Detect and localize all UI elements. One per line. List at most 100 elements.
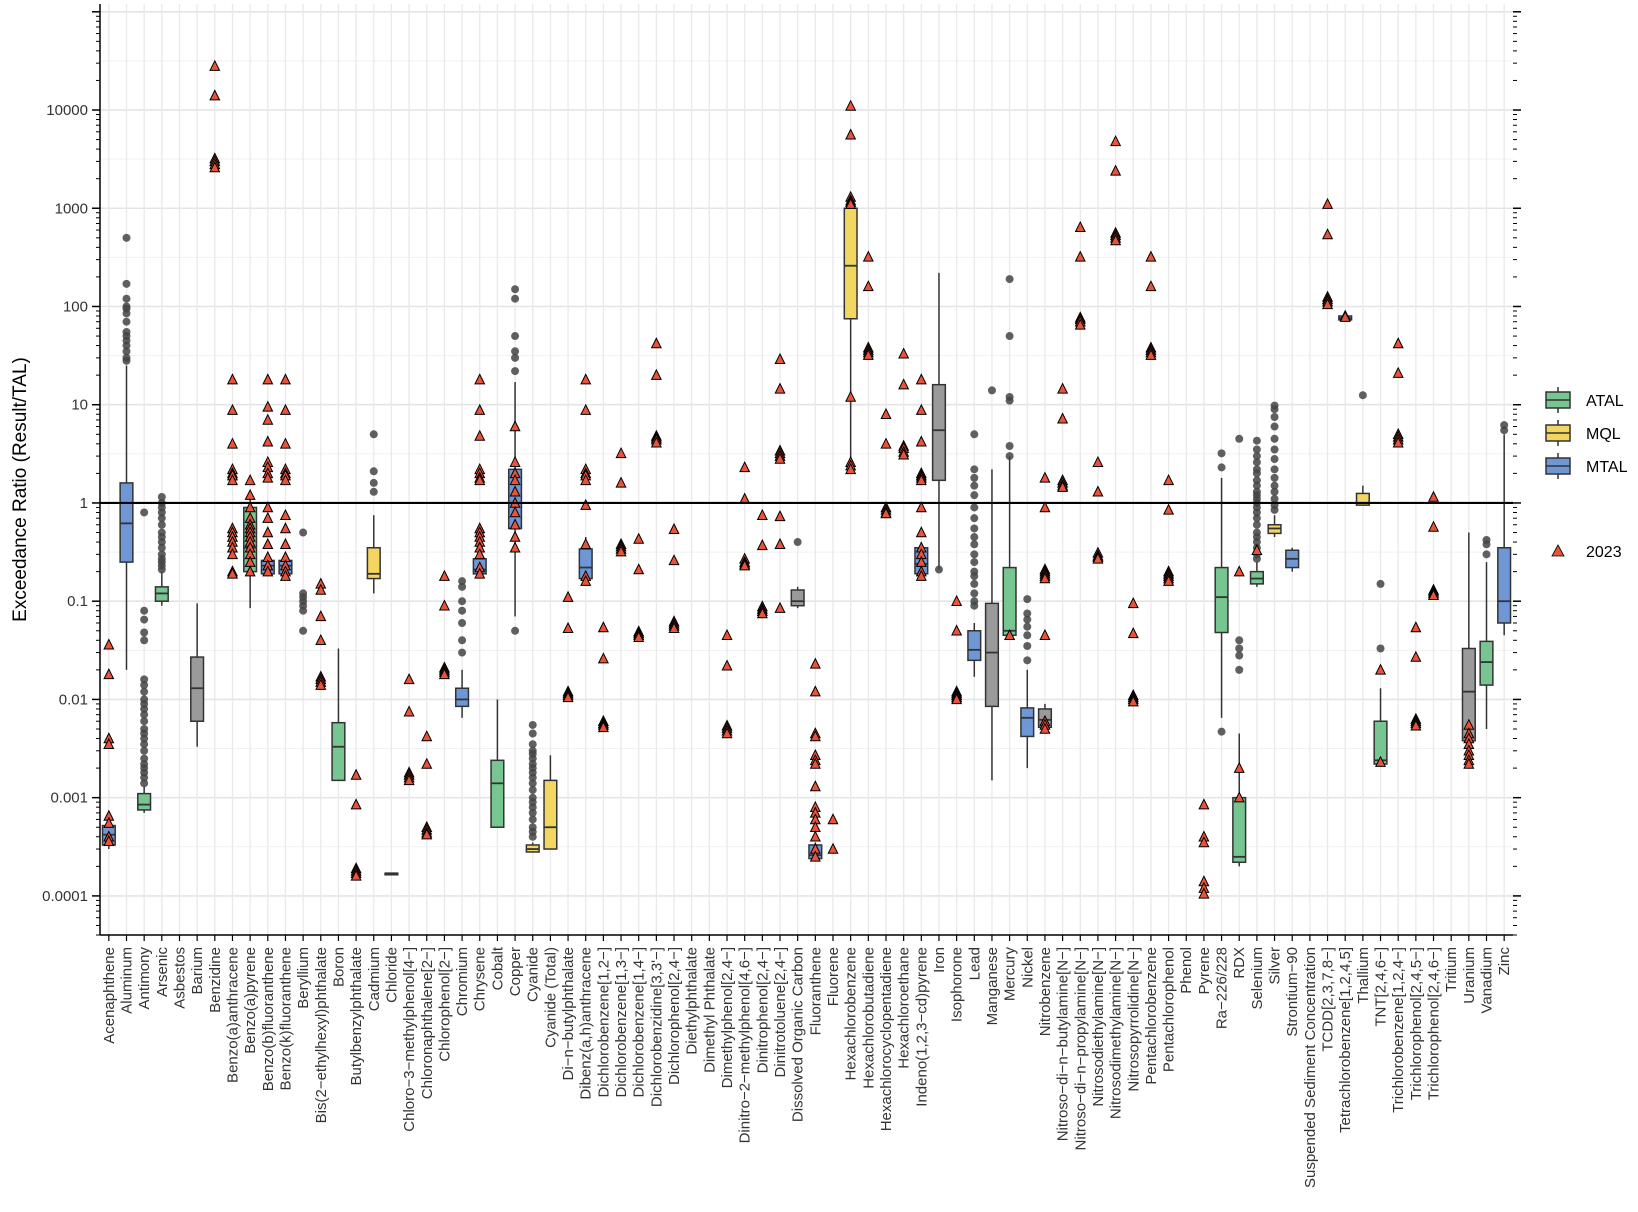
outlier-point [528, 779, 537, 788]
point-2023 [315, 633, 327, 646]
point-2023 [915, 569, 927, 581]
outlier-point [1023, 641, 1032, 650]
outlier-point [511, 347, 520, 356]
point-2023 [474, 567, 486, 579]
grid-lines [100, 4, 1513, 935]
box-body [1355, 492, 1370, 506]
box-strontium-90 [1285, 547, 1300, 572]
y-axis-title: Exceedance Ratio (Result/TAL) [10, 357, 31, 622]
x-tick-label-thallium: Thallium [1355, 947, 1372, 1004]
outlier-point [1252, 469, 1261, 478]
outlier-layer [122, 233, 1509, 841]
point-2023 [774, 601, 786, 613]
point-2023 [739, 461, 751, 473]
x-tick-label-nitrobenzene: Nitrobenzene [1037, 947, 1054, 1036]
point-2023 [262, 435, 274, 447]
point-2023 [898, 378, 910, 390]
point-2023 [226, 547, 239, 560]
point-2023 [209, 161, 221, 173]
outlier-point [140, 773, 149, 782]
point-2023 [951, 594, 963, 606]
point-2023 [880, 437, 892, 449]
outlier-point [1252, 436, 1261, 445]
outlier-point [140, 717, 149, 726]
box-chromium [454, 669, 470, 718]
point-2023 [1427, 520, 1440, 532]
point-2023 [1321, 298, 1334, 310]
point-2023 [421, 757, 433, 769]
box-body [543, 779, 558, 850]
outlier-point [1023, 615, 1032, 624]
outlier-point [1005, 452, 1014, 461]
outlier-point [511, 285, 520, 294]
outlier-point [1500, 426, 1509, 435]
x-tick-label-diethylphthalate: Diethylphthalate [684, 947, 701, 1055]
outlier-point [511, 367, 520, 376]
outlier-point [1252, 520, 1261, 529]
outlier-point [970, 601, 979, 610]
outlier-point [140, 636, 149, 645]
outlier-point [1376, 644, 1385, 653]
outlier-point [1005, 442, 1014, 451]
point-2023 [827, 842, 839, 854]
point-2023 [1198, 887, 1210, 899]
point-2023 [421, 828, 433, 840]
point-2023 [438, 569, 450, 581]
outlier-point [1023, 656, 1032, 665]
outlier-point [140, 710, 149, 719]
x-tick-label-dimethyl-phthalate: Dimethyl Phthalate [701, 947, 718, 1073]
point-2023 [633, 563, 645, 575]
x-tick-label-dimethylphenol-2-4: Dimethylphenol[2,4−] [719, 947, 736, 1088]
point-2023 [845, 197, 857, 209]
outlier-point [970, 481, 979, 490]
point-2023 [1074, 220, 1086, 233]
point-2023 [1127, 597, 1139, 609]
outlier-point [458, 606, 467, 615]
point-2023 [668, 554, 680, 566]
x-tick-label-rdx: RDX [1231, 947, 1248, 979]
outlier-point [1252, 554, 1261, 563]
outlier-point [1482, 540, 1491, 549]
point-2023 [1392, 366, 1404, 378]
point-2023 [1392, 436, 1404, 448]
x-tick-label-trichlorobenzene-1-2-4: Trichlorobenzene[1,2,4−] [1390, 947, 1407, 1113]
legend-label: ATAL [1586, 393, 1624, 410]
x-tick-label-hexachlorobutadiene: Hexachlorobutadiene [860, 947, 877, 1089]
outlier-point [528, 832, 537, 841]
point-2023 [1198, 836, 1210, 848]
point-2023 [580, 403, 592, 415]
outlier-point [140, 687, 149, 696]
point-2023 [597, 652, 609, 664]
point-2023 [951, 693, 963, 705]
point-2023 [739, 559, 751, 571]
outlier-point [140, 734, 149, 743]
point-2023 [403, 705, 415, 717]
outlier-point [970, 558, 979, 567]
point-2023 [103, 816, 115, 828]
outlier-point [528, 785, 537, 794]
outlier-point [299, 626, 308, 635]
point-2023 [1039, 501, 1051, 513]
point-2023 [650, 436, 662, 448]
outlier-point [528, 808, 537, 817]
point-2023 [262, 565, 274, 577]
point-2023 [580, 498, 592, 510]
outlier-point [1270, 455, 1279, 464]
point-2023 [1321, 197, 1334, 209]
point-2023 [650, 368, 662, 380]
outlier-point [157, 543, 166, 552]
box-body [790, 589, 805, 607]
point-2023 [262, 526, 274, 538]
x-tick-label-fluoranthene: Fluoranthene [807, 947, 824, 1035]
box-cobalt [490, 699, 505, 828]
outlier-point [528, 729, 537, 738]
outlier-point [1270, 481, 1279, 490]
point-2023 [1145, 280, 1157, 292]
x-tick-label-nitroso-di-n-butylamine-n: Nitroso−di−n−butylamine[N−] [1055, 947, 1072, 1141]
outlier-point [1252, 452, 1261, 461]
outlier-point [511, 294, 520, 303]
point-2023 [845, 99, 857, 111]
outlier-point [140, 606, 149, 615]
y-tick-label: 0.1 [67, 593, 88, 610]
point-2023 [1374, 755, 1387, 767]
